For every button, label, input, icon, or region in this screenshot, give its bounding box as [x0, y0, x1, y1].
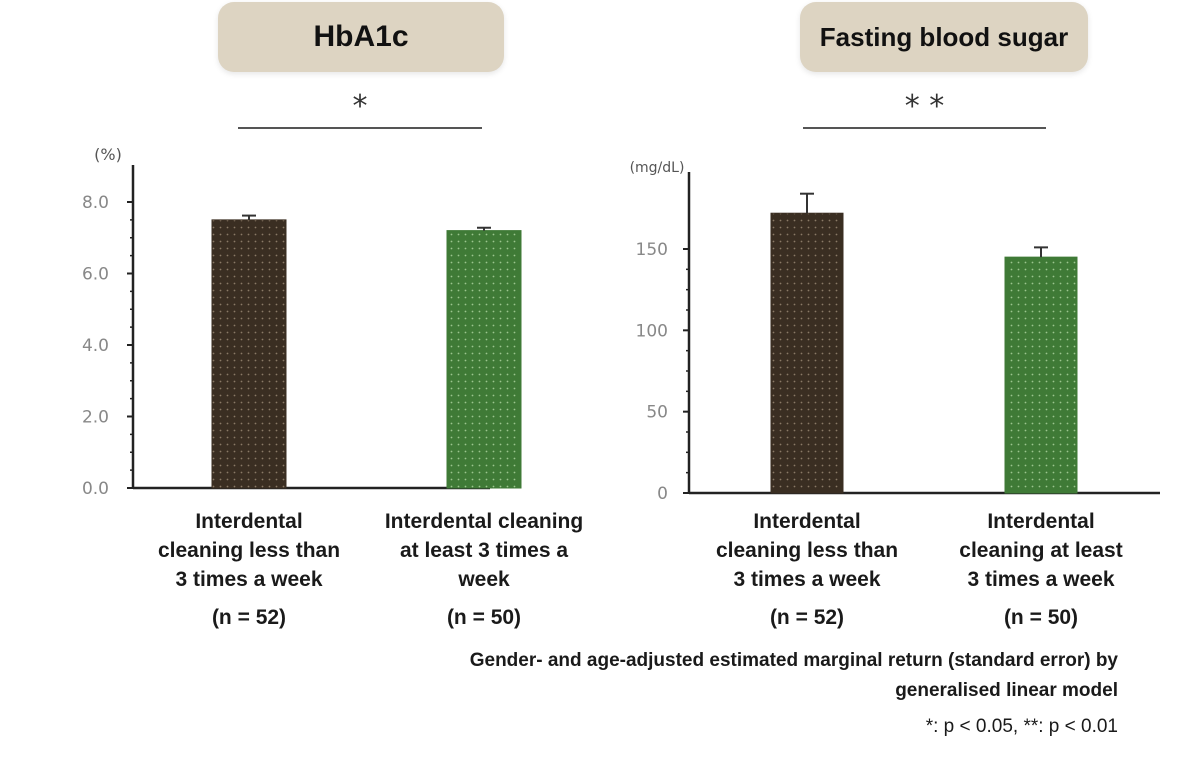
chart2-ytick-label: 50 — [646, 403, 668, 423]
chart2-ytick-label: 150 — [636, 240, 668, 260]
footnote-line1: Gender- and age-adjusted estimated margi… — [469, 650, 1118, 671]
chart1-ytick-label: 2.0 — [82, 408, 109, 428]
chart1-ytick-label: 6.0 — [82, 265, 109, 285]
chart2-ytick-label: 0 — [657, 484, 668, 504]
chart2-category-label-1: 3 times a week — [733, 568, 880, 591]
chart2-category-label-2: Interdental — [987, 510, 1094, 533]
chart1-ytick-label: 0.0 — [82, 479, 109, 499]
chart1-category-label-1: cleaning less than — [158, 539, 340, 562]
chart2-unit-label: (mg/dL) — [630, 160, 685, 176]
chart1-title: HbA1c — [313, 20, 409, 53]
chart1-category-label-1: 3 times a week — [175, 568, 322, 591]
chart2-category-label-1: Interdental — [753, 510, 860, 533]
chart2-title: Fasting blood sugar — [819, 21, 1069, 52]
chart2-category-label-2: 3 times a week — [967, 568, 1114, 591]
chart1-ytick-label: 8.0 — [82, 193, 109, 213]
charts-svg: (%) 0.0 2.0 4.0 6.0 8.0 Interdental cleaning le… — [82, 89, 1160, 629]
footnote-line3: *: p < 0.05, **: p < 0.01 — [925, 716, 1118, 737]
footnote-line2: generalised linear model — [895, 680, 1118, 701]
chart2-category-label-1: cleaning less than — [716, 539, 898, 562]
chart1-category-label-2: week — [457, 568, 510, 591]
chart2-category-label-2: cleaning at least — [959, 539, 1122, 562]
chart1-category-label-2: at least 3 times a — [400, 539, 568, 562]
chart2-ytick-label: 100 — [636, 321, 668, 341]
chart2-bar-2 — [1004, 256, 1078, 494]
chart1-category-label-2: Interdental cleaning — [385, 510, 583, 533]
chart1-n-label-1: (n = 52) — [212, 606, 286, 629]
chart1-significance-mark: * — [353, 89, 368, 124]
chart1-unit-label: (%) — [94, 145, 122, 164]
chart1-bar-1 — [211, 219, 287, 489]
chart2-title-box: Fasting blood sugar — [800, 2, 1088, 72]
chart2-significance-mark: * * — [905, 89, 945, 124]
chart2-n-label-1: (n = 52) — [770, 606, 844, 629]
chart1-title-box: HbA1c — [218, 2, 504, 72]
chart2-n-label-2: (n = 50) — [1004, 606, 1078, 629]
chart1-category-label-1: Interdental — [195, 510, 302, 533]
chart1-ytick-label: 4.0 — [82, 336, 109, 356]
chart1-n-label-2: (n = 50) — [447, 606, 521, 629]
chart2-bar-1 — [770, 212, 844, 494]
chart1-bar-2 — [446, 230, 522, 489]
